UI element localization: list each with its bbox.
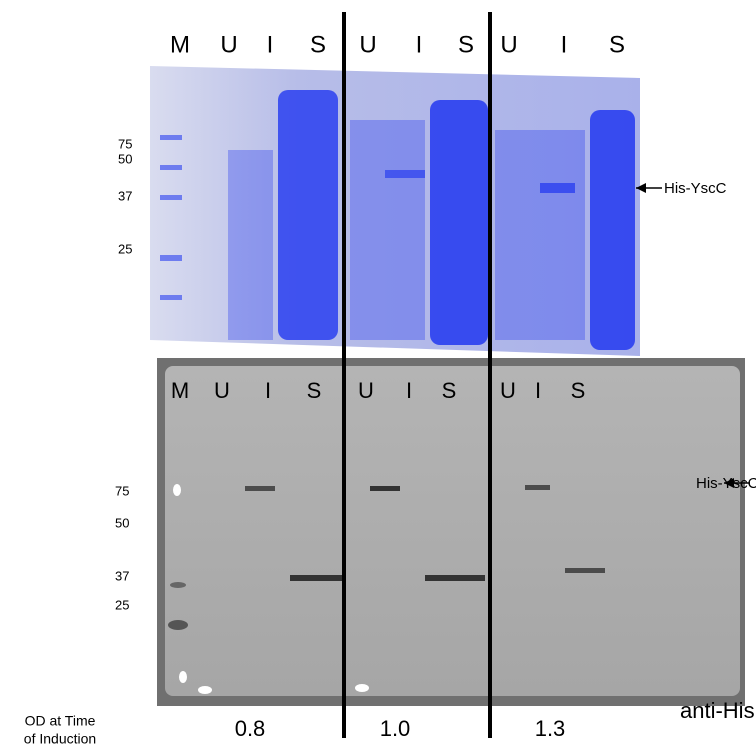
- marker-label: 50: [115, 515, 129, 530]
- lane-label: U: [500, 31, 517, 58]
- gel-bands: [160, 90, 635, 350]
- od-label: of Induction: [24, 731, 96, 747]
- lane-label: I: [267, 31, 274, 58]
- lane-label: M: [171, 378, 189, 403]
- arrow-head: [636, 183, 646, 193]
- annotation: His-YscC: [696, 475, 756, 492]
- blot-label: anti-His: [680, 698, 755, 723]
- lane-label: U: [214, 378, 230, 403]
- lane-label: S: [571, 378, 586, 403]
- marker-label: 37: [118, 188, 132, 203]
- lane-label: I: [561, 31, 568, 58]
- lane-label: S: [310, 31, 326, 58]
- lane-label: I: [535, 378, 541, 403]
- lane-label: M: [170, 31, 190, 58]
- od-value: 1.0: [380, 716, 411, 741]
- lane-label: S: [307, 378, 322, 403]
- lane-label: S: [609, 31, 625, 58]
- lane-label: U: [358, 378, 374, 403]
- coomassie-gel: [150, 66, 640, 356]
- arrow-head: [724, 478, 734, 488]
- lane-label: S: [442, 378, 457, 403]
- lane-label: S: [458, 31, 474, 58]
- blot-bands: [168, 485, 605, 630]
- marker-label: 50: [118, 151, 132, 166]
- lane-label: I: [265, 378, 271, 403]
- lane-label: U: [359, 31, 376, 58]
- marker-label: 25: [118, 241, 132, 256]
- lane-label: I: [416, 31, 423, 58]
- marker-label: 75: [118, 136, 132, 151]
- annotation: His-YscC: [664, 180, 727, 197]
- blot-spots: [173, 484, 369, 694]
- marker-label: 75: [115, 483, 129, 498]
- lane-label: U: [220, 31, 237, 58]
- western-blot: [165, 366, 740, 696]
- od-label: OD at Time: [25, 713, 96, 729]
- marker-label: 25: [115, 597, 129, 612]
- marker-label: 37: [115, 568, 129, 583]
- od-value: 1.3: [535, 716, 566, 741]
- od-value: 0.8: [235, 716, 266, 741]
- lane-label: I: [406, 378, 412, 403]
- lane-label: U: [500, 378, 516, 403]
